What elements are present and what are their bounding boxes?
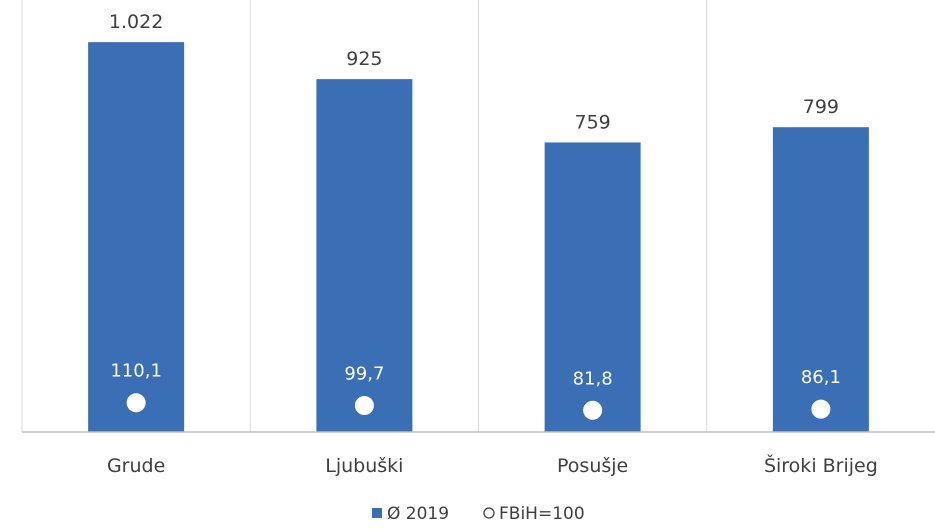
bar: [88, 42, 185, 433]
bar-value-label: 925: [346, 48, 382, 70]
bar: [772, 127, 869, 433]
index-value-label: 110,1: [110, 361, 162, 382]
index-value-label: 81,8: [573, 368, 613, 389]
category-label: Posušje: [557, 455, 628, 477]
category-label: Ljubuški: [325, 455, 403, 477]
index-markers: [126, 393, 831, 420]
index-value-label: 86,1: [801, 367, 841, 388]
bar: [316, 79, 413, 432]
index-marker: [811, 399, 831, 419]
index-marker: [354, 395, 374, 415]
bar-value-labels: 1.022 925 759 799: [109, 11, 839, 133]
bar-series: [88, 42, 869, 433]
bar-value-label: 799: [803, 96, 839, 118]
bar-value-label: 759: [574, 111, 610, 133]
index-value-labels: 110,1 99,7 81,8 86,1: [110, 361, 841, 390]
category-label: Široki Brijeg: [764, 453, 878, 477]
legend-swatch-bar: [372, 508, 382, 518]
legend: Ø 2019 FBiH=100: [372, 504, 585, 524]
index-value-label: 99,7: [344, 363, 384, 384]
category-labels: Grude Ljubuški Posušje Široki Brijeg: [107, 453, 878, 477]
index-marker: [126, 393, 146, 413]
bar: [544, 142, 641, 432]
bar-value-label: 1.022: [109, 11, 163, 33]
index-marker: [583, 400, 603, 420]
legend-label-bar: Ø 2019: [387, 504, 449, 524]
category-separators: [21, 0, 708, 432]
legend-swatch-index: [483, 507, 495, 519]
category-label: Grude: [107, 455, 165, 477]
legend-label-index: FBiH=100: [499, 504, 585, 524]
